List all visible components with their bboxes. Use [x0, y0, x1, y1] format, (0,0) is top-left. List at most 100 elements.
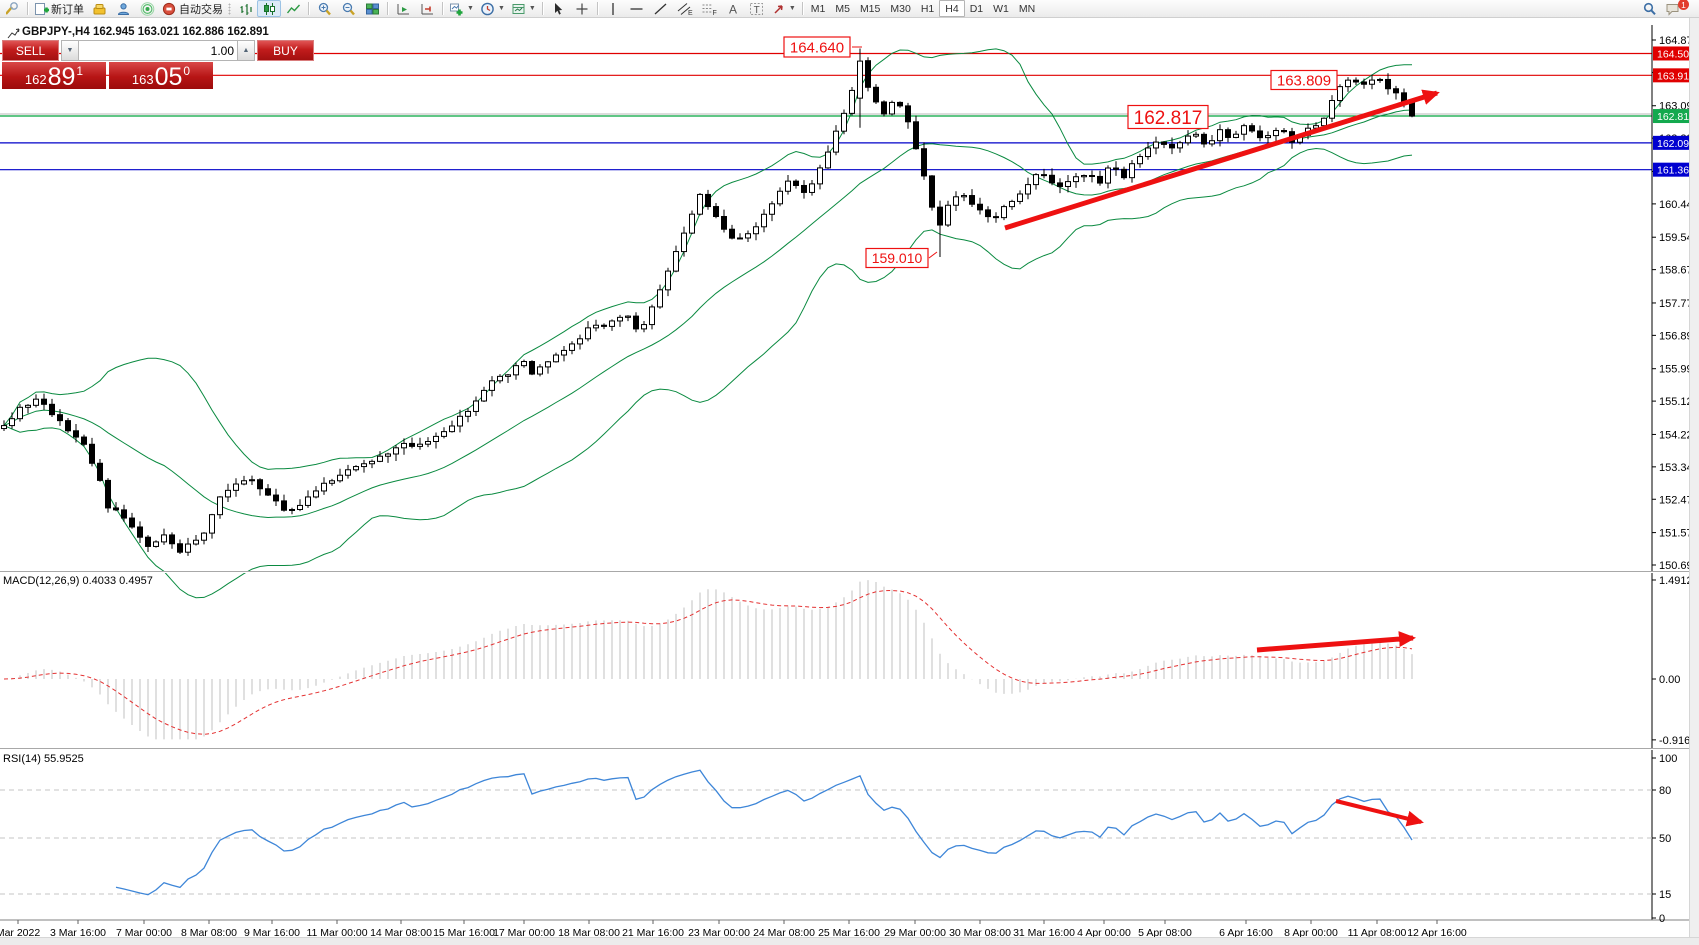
macd-label: MACD(12,26,9) 0.4033 0.4957 [3, 575, 153, 587]
sound-button[interactable] [135, 0, 159, 17]
timeframe-m30[interactable]: M30 [890, 2, 911, 15]
timeframe-w1[interactable]: W1 [993, 2, 1009, 15]
sell-button[interactable]: SELL [2, 40, 59, 61]
annotations: 164.640 163.809 162.817 159.010 [783, 36, 1440, 827]
svg-text:159.010: 159.010 [872, 250, 923, 266]
time-axis: Mar 2022 3 Mar 16:00 7 Mar 00:00 8 Mar 08:0… [0, 920, 1467, 939]
channel-tool-button[interactable]: E [673, 0, 697, 17]
time-axis-label: 5 Apr 08:00 [1138, 927, 1192, 939]
annotation-price-label [1270, 69, 1338, 91]
price-tag [1653, 46, 1698, 61]
buy-button[interactable]: BUY [257, 40, 314, 61]
price-tag [1653, 135, 1698, 150]
timeframe-mn[interactable]: MN [1018, 2, 1036, 15]
price-axis-label: 154.220 [1659, 429, 1699, 441]
bar-chart-icon [240, 3, 252, 15]
autotrading-button[interactable]: 自动交易 [159, 0, 226, 17]
volume-increase-button[interactable]: ▲ [237, 40, 255, 61]
ask-big-digits: 05 [154, 62, 183, 91]
arrows-tool-icon [774, 4, 783, 14]
sonar-icon [140, 1, 154, 16]
macd-axis-label: 0.00 [1659, 674, 1680, 686]
text-tool-button[interactable]: A [721, 0, 745, 17]
rsi-label: RSI(14) 55.9525 [3, 753, 84, 765]
time-axis-label: 17 Mar 00:00 [493, 927, 555, 939]
clipped-toolbar-icon[interactable] [0, 0, 24, 17]
volume-decrease-button[interactable]: ▼ [61, 40, 79, 61]
rsi-axis-label: 80 [1659, 785, 1671, 797]
periods-button[interactable]: ▼ [477, 0, 508, 17]
macd-axis-label: 1.4912 [1659, 575, 1693, 587]
accounts-button[interactable] [111, 0, 135, 17]
timeframe-m15[interactable]: M15 [859, 2, 881, 15]
price-axis-label: 155.120 [1659, 396, 1699, 408]
time-axis-label: 14 Mar 08:00 [370, 927, 432, 939]
zoom-in-button[interactable] [312, 0, 336, 17]
timeframe-d1[interactable]: D1 [969, 2, 984, 15]
fibonacci-tool-button[interactable]: F [697, 0, 721, 17]
dropdown-caret: ▼ [788, 5, 796, 12]
macd-axis-label: -0.9167 [1659, 735, 1696, 747]
cursor-tool-button[interactable] [546, 0, 570, 17]
price-axis-label: 164.870 [1659, 35, 1699, 47]
toolbar-separator [596, 2, 598, 15]
chart-shift-button[interactable] [415, 0, 439, 17]
svg-text:161.369: 161.369 [1657, 165, 1695, 177]
ask-price[interactable]: 163 05 0 [109, 62, 213, 89]
ask-prefix: 163 [131, 72, 154, 87]
time-axis-label: 8 Apr 00:00 [1284, 927, 1338, 939]
notifications-button[interactable]: 1 [1661, 0, 1689, 17]
toolbar-separator [801, 2, 803, 15]
toolbar-separator [387, 2, 388, 15]
search-button[interactable] [1637, 0, 1661, 17]
market-watch-button[interactable] [87, 0, 111, 17]
crosshair-icon [576, 3, 588, 14]
volume-input[interactable] [79, 40, 237, 61]
time-axis-label: 11 Mar 00:00 [306, 927, 367, 939]
time-axis-label: 8 Mar 08:00 [181, 927, 237, 939]
price-axis-label: 150.695 [1659, 560, 1699, 572]
arrows-tool-button[interactable]: ▼ [769, 0, 799, 17]
vertical-line-tool-button[interactable] [601, 0, 625, 17]
text-label-tool-button[interactable]: T [745, 0, 769, 17]
trendline-tool-button[interactable] [649, 0, 673, 17]
auto-scroll-button[interactable] [391, 0, 415, 17]
bar-chart-mode-button[interactable] [233, 0, 257, 17]
price-axis-label: 159.545 [1659, 232, 1699, 244]
time-axis-label: 11 Apr 08:00 [1348, 927, 1407, 939]
timeframe-m5[interactable]: M5 [835, 2, 850, 15]
tile-windows-button[interactable] [360, 0, 384, 17]
templates-button[interactable]: ▼ [508, 0, 539, 17]
top-toolbar: 新订单 自动交易 ▼ ▼ [0, 0, 1699, 18]
horizontal-line-tool-button[interactable] [625, 0, 649, 17]
line-chart-mode-button[interactable] [281, 0, 305, 17]
cursor-icon [555, 2, 563, 15]
horizontal-line-icon [630, 7, 643, 10]
price-tag [1653, 68, 1698, 83]
notification-badge: 1 [1678, 0, 1689, 10]
timeframe-m1[interactable]: M1 [810, 2, 826, 15]
dropdown-caret: ▼ [497, 5, 505, 12]
bid-prefix: 162 [24, 72, 47, 87]
timeframe-h1[interactable]: H1 [920, 2, 935, 15]
svg-text:F: F [712, 10, 716, 16]
new-order-button[interactable]: 新订单 [31, 0, 87, 17]
time-axis-label: 4 Apr 00:00 [1077, 927, 1131, 939]
new-order-icon [35, 2, 49, 15]
crosshair-tool-button[interactable] [570, 0, 594, 17]
candlestick-mode-button[interactable] [257, 0, 281, 17]
add-indicator-button[interactable]: ▼ [446, 0, 477, 17]
toolbar-grip[interactable] [228, 2, 231, 15]
price-axis-label: 153.345 [1659, 462, 1699, 474]
zoom-out-button[interactable] [336, 0, 360, 17]
search-icon [1643, 2, 1656, 15]
dropdown-caret: ▼ [528, 5, 536, 12]
timeframe-h4[interactable]: H4 [939, 0, 965, 17]
bid-price[interactable]: 162 89 1 [2, 62, 106, 89]
one-click-trade-panel: SELL ▼ ▲ BUY 162 89 1 163 05 0 [2, 40, 314, 89]
toolbar-separator [541, 2, 543, 15]
bollinger-bands [3, 48, 1413, 599]
add-indicator-icon [450, 3, 463, 15]
rsi-axis-label: 50 [1659, 833, 1671, 845]
